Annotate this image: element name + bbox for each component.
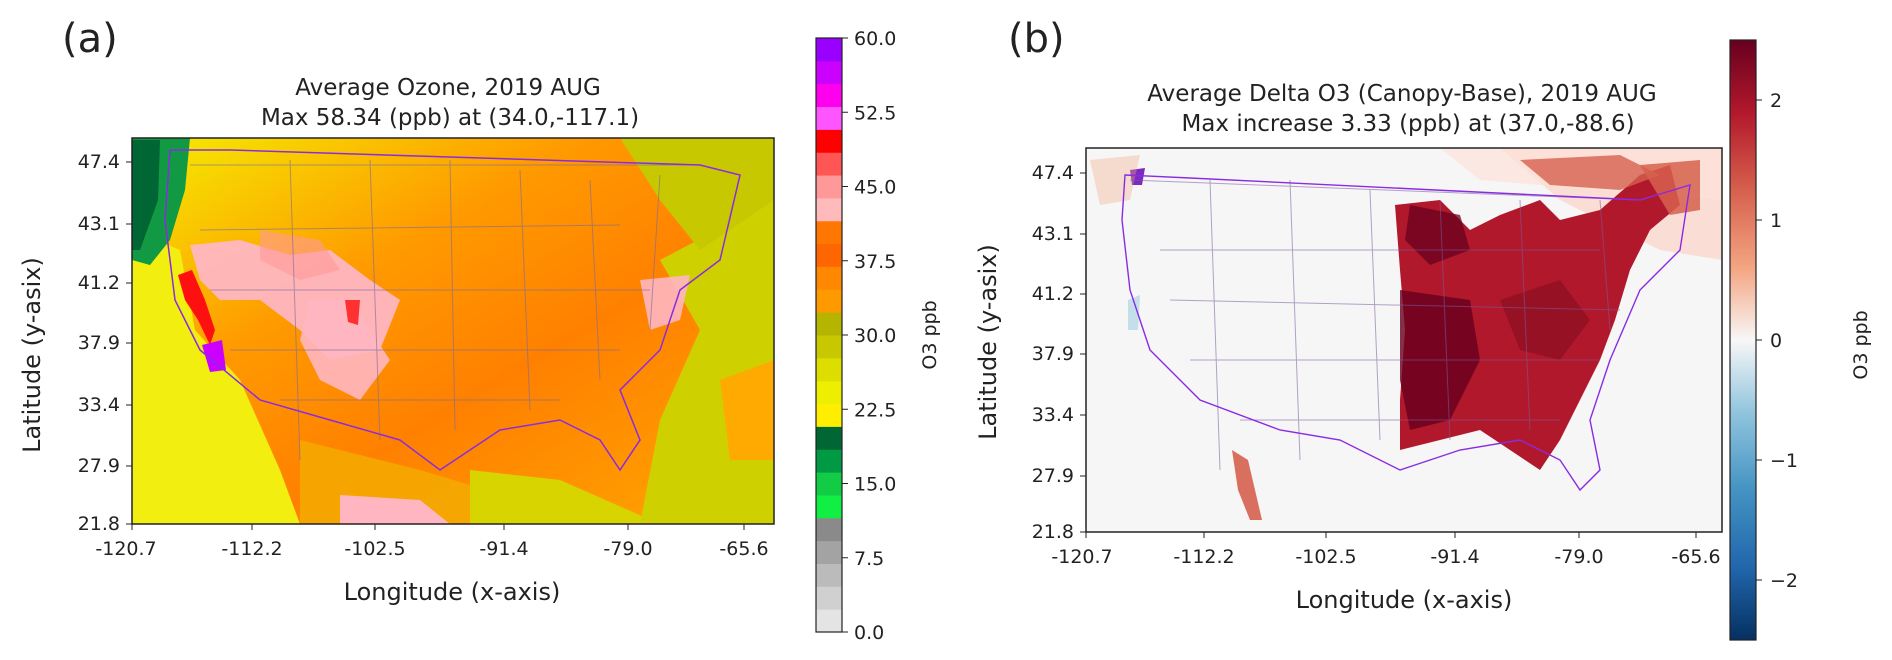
colorbar-segment bbox=[816, 540, 842, 564]
panel-b-xtick: -102.5 bbox=[1295, 546, 1356, 568]
panel-a-colorbar bbox=[816, 38, 842, 633]
panel-b-plot-frame bbox=[1085, 147, 1723, 533]
colorbar-tick-label: 0.0 bbox=[854, 622, 884, 644]
panel-a-ytick: 41.2 bbox=[78, 272, 120, 294]
colorbar-segment bbox=[816, 335, 842, 359]
panel-b-y-axis: 47.4 43.1 41.2 37.9 33.4 27.9 21.8 bbox=[1032, 162, 1086, 543]
panel-a-colorbar-label: O3 ppb bbox=[919, 300, 941, 369]
panel-a-ytick: 21.8 bbox=[78, 513, 120, 535]
panel-b-x-axis: -120.7 -112.2 -102.5 -91.4 -79.0 -65.6 bbox=[1051, 532, 1721, 568]
colorbar-tick-label: 15.0 bbox=[854, 474, 896, 496]
colorbar-segment bbox=[816, 517, 842, 542]
colorbar-segment bbox=[816, 357, 842, 382]
colorbar-tick-label: 7.5 bbox=[854, 548, 884, 570]
panel-b-ytick: 27.9 bbox=[1032, 465, 1074, 487]
panel-b-xlabel: Longitude (x-axis) bbox=[1296, 586, 1513, 614]
panel-b-ytick: 37.9 bbox=[1032, 343, 1074, 365]
panel-a-xlabel: Longitude (x-axis) bbox=[344, 578, 561, 606]
panel-a-plot-frame bbox=[131, 137, 775, 525]
colorbar-segment bbox=[816, 449, 842, 473]
panel-b-xtick: -79.0 bbox=[1554, 546, 1603, 568]
colorbar-tick-label: 37.5 bbox=[854, 251, 896, 273]
panel-b: (b) Average Delta O3 (Canopy-Base), 2019… bbox=[974, 16, 1872, 641]
panel-b-colorbar-ticks: 2 1 0 −1 −2 bbox=[1756, 90, 1798, 592]
colorbar-segment bbox=[816, 106, 842, 130]
panel-a: (a) Average Ozone, 2019 AUG Max 58.34 (p… bbox=[18, 16, 941, 644]
colorbar-segment bbox=[816, 243, 842, 267]
colorbar-segment bbox=[816, 494, 842, 519]
panel-a-xtick: -120.7 bbox=[95, 538, 156, 560]
panel-b-map bbox=[1086, 148, 1722, 532]
panel-a-x-axis: -120.7 -112.2 -102.5 -91.4 -79.0 -65.6 bbox=[95, 524, 769, 560]
colorbar-segment bbox=[816, 289, 842, 313]
colorbar-tick-label: −1 bbox=[1770, 450, 1798, 472]
panel-a-ytick: 37.9 bbox=[78, 332, 120, 354]
colorbar-segment bbox=[816, 83, 842, 108]
panel-a-colorbar-ticks: 0.0 7.5 15.0 22.5 30.0 37.5 45.0 52.5 60.0 bbox=[842, 28, 896, 644]
colorbar-segment bbox=[816, 586, 842, 610]
colorbar-segment bbox=[816, 563, 842, 587]
colorbar-segment bbox=[816, 609, 842, 633]
colorbar-segment bbox=[816, 403, 842, 427]
panel-b-xtick: -91.4 bbox=[1430, 546, 1479, 568]
colorbar-segment bbox=[816, 175, 842, 199]
colorbar-segment bbox=[816, 472, 842, 496]
colorbar-tick-label: 30.0 bbox=[854, 325, 896, 347]
colorbar-tick-label: 52.5 bbox=[854, 102, 896, 124]
panel-a-label: (a) bbox=[62, 16, 118, 62]
panel-a-y-axis: 47.4 43.1 41.2 37.9 33.4 27.9 21.8 bbox=[78, 151, 132, 535]
panel-b-xtick: -112.2 bbox=[1173, 546, 1234, 568]
panel-a-title-line1: Average Ozone, 2019 AUG bbox=[295, 75, 601, 101]
panel-b-ytick: 21.8 bbox=[1032, 521, 1074, 543]
panel-a-ytick: 27.9 bbox=[78, 455, 120, 477]
colorbar-segment bbox=[816, 380, 842, 405]
colorbar-tick-label: 0 bbox=[1770, 330, 1782, 352]
panel-b-colorbar bbox=[1729, 39, 1757, 641]
panel-a-xtick: -79.0 bbox=[603, 538, 652, 560]
panel-a-xtick: -112.2 bbox=[221, 538, 282, 560]
colorbar-segment bbox=[816, 220, 842, 245]
colorbar-tick-label: 1 bbox=[1770, 210, 1782, 232]
panel-b-xtick: -120.7 bbox=[1051, 546, 1112, 568]
colorbar-segment bbox=[816, 426, 842, 450]
panel-b-ytick: 43.1 bbox=[1032, 223, 1074, 245]
panel-b-xtick: -65.6 bbox=[1671, 546, 1720, 568]
panel-a-xtick: -102.5 bbox=[344, 538, 405, 560]
colorbar-tick-label: 2 bbox=[1770, 90, 1782, 112]
colorbar-segment bbox=[816, 38, 842, 62]
colorbar-tick-label: −2 bbox=[1770, 570, 1798, 592]
panel-a-ytick: 43.1 bbox=[78, 213, 120, 235]
panel-b-title-line2: Max increase 3.33 (ppb) at (37.0,-88.6) bbox=[1181, 111, 1634, 137]
panel-b-ytick: 41.2 bbox=[1032, 283, 1074, 305]
panel-b-ytick: 47.4 bbox=[1032, 162, 1074, 184]
panel-a-ytick: 33.4 bbox=[78, 394, 120, 416]
panel-a-ytick: 47.4 bbox=[78, 151, 120, 173]
panel-b-ylabel: Latitude (y-asix) bbox=[974, 244, 1002, 440]
colorbar-segment bbox=[816, 266, 842, 290]
colorbar-tick-label: 60.0 bbox=[854, 28, 896, 50]
colorbar-segment bbox=[816, 60, 842, 85]
colorbar-segment bbox=[816, 312, 842, 336]
panel-b-colorbar-label: O3 ppb bbox=[1850, 310, 1872, 379]
panel-b-title-line1: Average Delta O3 (Canopy-Base), 2019 AUG bbox=[1147, 81, 1656, 107]
panel-b-label: (b) bbox=[1008, 16, 1065, 62]
colorbar-segment bbox=[816, 197, 842, 222]
panel-a-ylabel: Latitude (y-asix) bbox=[18, 257, 46, 453]
panel-a-map bbox=[132, 138, 774, 524]
colorbar-tick-label: 45.0 bbox=[854, 177, 896, 199]
panel-b-ytick: 33.4 bbox=[1032, 404, 1074, 426]
panel-a-xtick: -91.4 bbox=[479, 538, 528, 560]
panel-a-xtick: -65.6 bbox=[719, 538, 768, 560]
colorbar-segment bbox=[816, 129, 842, 153]
panel-a-title-line2: Max 58.34 (ppb) at (34.0,-117.1) bbox=[261, 105, 639, 131]
colorbar-tick-label: 22.5 bbox=[854, 399, 896, 421]
colorbar-segment bbox=[816, 152, 842, 176]
